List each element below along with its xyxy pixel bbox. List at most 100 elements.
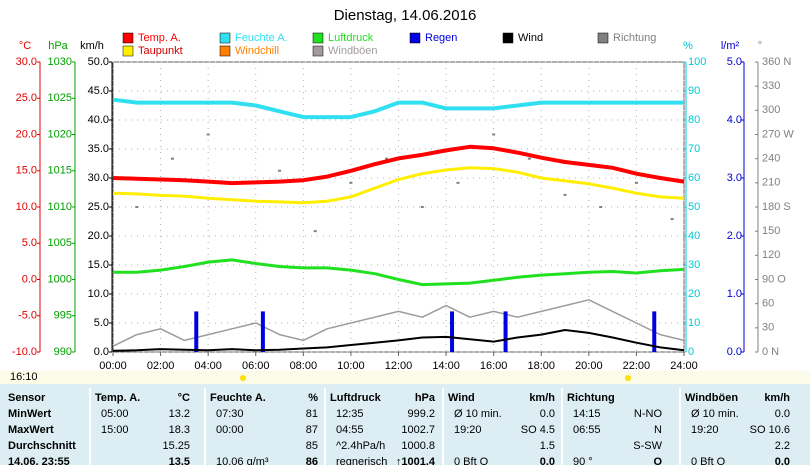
direction-dot <box>349 181 353 184</box>
direction-dot <box>420 206 424 208</box>
legend-swatch <box>312 32 324 44</box>
rain-bar <box>194 311 199 352</box>
y-tick-label: 30.0 <box>16 56 37 68</box>
cell-value: 2.2 <box>775 440 790 452</box>
sunset-marker <box>625 375 631 381</box>
cell-value: 85 <box>306 440 318 452</box>
y-tick-label: 70 <box>688 143 700 155</box>
legend-swatch <box>122 45 134 57</box>
time-strip <box>0 371 810 384</box>
legend-swatch <box>219 32 231 44</box>
row-label: Durchschnitt <box>8 440 76 452</box>
y-tick-label: 15.0 <box>88 259 109 271</box>
column-header: Richtung <box>567 392 615 404</box>
y-tick-label: 5.0 <box>727 56 742 68</box>
legend-swatch <box>219 45 231 57</box>
y-tick-label: 990 <box>54 346 72 358</box>
y-tick-label: 1030 <box>48 56 72 68</box>
direction-dot <box>492 133 496 136</box>
cell-value: 81 <box>306 408 318 420</box>
direction-dot <box>385 157 389 160</box>
y-tick-label: 0 <box>688 346 694 358</box>
y-tick-label: 1025 <box>48 92 72 104</box>
column-unit: hPa <box>415 392 436 404</box>
y-tick-label: 1020 <box>48 128 72 140</box>
series-line <box>112 144 685 186</box>
cell-note: ^2.4hPa/h <box>336 440 385 452</box>
cell-value: N-NO <box>634 408 663 420</box>
cell-value: 999.2 <box>407 408 435 420</box>
rain-bar <box>450 311 455 352</box>
y-tick-label: 1005 <box>48 237 72 249</box>
time-label: 16:10 <box>10 371 38 383</box>
legend-label: Wind <box>518 32 543 44</box>
y-tick-label: 5.0 <box>22 237 37 249</box>
cell-value: 1002.7 <box>401 424 435 436</box>
y-tick-label: 40 <box>688 230 700 242</box>
direction-dot <box>563 193 567 196</box>
direction-dot <box>206 133 210 136</box>
y-tick-label: 180 S <box>762 201 791 213</box>
y-tick-label: 25.0 <box>88 201 109 213</box>
series-line <box>112 329 685 352</box>
y-tick-label: 0.0 <box>94 346 109 358</box>
legend-label: Taupunkt <box>138 45 183 57</box>
x-tick-label: 08:00 <box>290 360 318 372</box>
direction-dot <box>135 206 139 208</box>
cell-value: 15.25 <box>162 440 190 452</box>
y-tick-label: 995 <box>54 310 72 322</box>
y-tick-label: 5.0 <box>94 317 109 329</box>
cell-value: 13.5 <box>169 456 190 465</box>
cell-note: 0 Bft O <box>691 456 726 465</box>
x-tick-label: 16:00 <box>480 360 508 372</box>
y-tick-label: 30 <box>688 259 700 271</box>
y-tick-label: 90 O <box>762 273 786 285</box>
x-tick-label: 00:00 <box>99 360 127 372</box>
direction-dot <box>456 181 460 184</box>
cell-note: 14:15 <box>573 408 601 420</box>
direction-dot <box>634 181 638 184</box>
y-tick-label: 3.0 <box>727 172 742 184</box>
cell-value: 0.0 <box>775 456 790 465</box>
cell-value: ↑1001.4 <box>396 456 436 465</box>
cell-value: N <box>654 424 662 436</box>
y-tick-label: 20.0 <box>88 230 109 242</box>
rain-bar <box>503 311 508 352</box>
series-line <box>112 299 685 347</box>
column-header: Sensor <box>8 392 46 404</box>
y-tick-label: 150 <box>762 225 780 237</box>
chart-title: Dienstag, 14.06.2016 <box>334 7 477 24</box>
direction-dot <box>527 157 531 160</box>
direction-dot <box>599 206 603 208</box>
cell-note: 0 Bft O <box>454 456 489 465</box>
column-unit: km/h <box>529 392 555 404</box>
axis-title: % <box>683 40 693 52</box>
legend-swatch <box>312 45 324 57</box>
column-unit: km/h <box>764 392 790 404</box>
direction-dot <box>278 169 282 172</box>
y-tick-label: 0 N <box>762 346 779 358</box>
cell-note: 04:55 <box>336 424 364 436</box>
cell-note: 19:20 <box>454 424 482 436</box>
y-tick-label: 300 <box>762 104 780 116</box>
row-label: 14.06. 23:55 <box>8 456 70 465</box>
legend-label: Richtung <box>613 32 656 44</box>
y-tick-label: 90 <box>688 85 700 97</box>
legend-label: Windböen <box>328 45 378 57</box>
legend-swatch <box>597 32 609 44</box>
x-tick-label: 14:00 <box>432 360 460 372</box>
x-tick-label: 18:00 <box>527 360 555 372</box>
cell-note: 07:30 <box>216 408 244 420</box>
cell-note: Ø 10 min. <box>454 408 502 420</box>
y-tick-label: 50 <box>688 201 700 213</box>
y-tick-label: 35.0 <box>88 143 109 155</box>
cell-value: 1000.8 <box>401 440 435 452</box>
cell-value: 86 <box>306 456 318 465</box>
y-tick-label: 20 <box>688 288 700 300</box>
column-header: Wind <box>448 392 475 404</box>
cell-note: 06:55 <box>573 424 601 436</box>
axis-title: ° <box>758 40 762 52</box>
legend-label: Regen <box>425 32 457 44</box>
sunrise-marker <box>240 375 246 381</box>
y-tick-label: 240 <box>762 153 780 165</box>
